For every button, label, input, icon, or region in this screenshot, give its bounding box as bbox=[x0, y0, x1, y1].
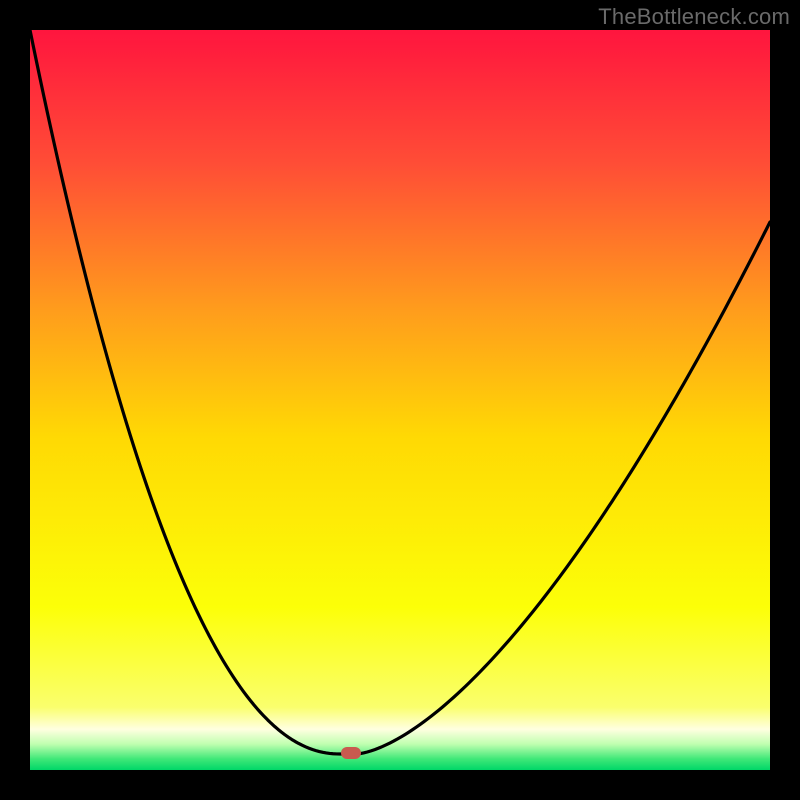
bottleneck-chart-svg bbox=[30, 30, 770, 770]
optimum-marker bbox=[341, 747, 361, 759]
plot-background bbox=[30, 30, 770, 770]
watermark-text: TheBottleneck.com bbox=[598, 4, 790, 30]
plot-area bbox=[30, 30, 770, 770]
chart-frame: TheBottleneck.com bbox=[0, 0, 800, 800]
